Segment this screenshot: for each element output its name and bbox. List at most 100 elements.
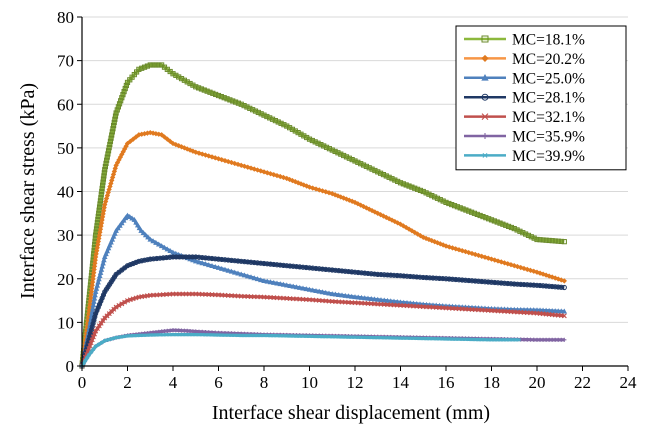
data-point	[109, 177, 115, 184]
data-point	[244, 104, 250, 110]
data-point	[100, 176, 107, 182]
data-point	[124, 140, 131, 147]
data-point	[98, 195, 104, 201]
data-point	[212, 263, 219, 269]
data-point	[323, 144, 330, 150]
data-point	[326, 146, 333, 152]
data-point	[251, 259, 257, 266]
data-point	[406, 183, 412, 189]
data-point	[384, 297, 391, 303]
data-point	[374, 296, 381, 302]
data-point	[449, 276, 456, 282]
data-point	[274, 262, 280, 268]
data-point	[91, 270, 97, 276]
data-point	[523, 231, 529, 237]
data-point	[248, 274, 254, 280]
legend-marker	[481, 35, 489, 43]
data-point	[381, 297, 388, 303]
data-point	[552, 238, 558, 244]
series-5	[79, 291, 567, 369]
data-point	[383, 173, 389, 179]
data-point	[546, 283, 552, 289]
data-point	[111, 168, 118, 175]
data-point	[247, 105, 253, 111]
legend-entry: MC=20.2%	[464, 51, 585, 68]
data-point	[150, 238, 156, 244]
data-point	[122, 299, 128, 305]
data-point	[225, 267, 232, 273]
data-point	[342, 268, 348, 274]
data-point	[377, 170, 384, 176]
data-point	[221, 95, 227, 101]
data-point	[514, 281, 521, 287]
data-point	[537, 270, 543, 276]
data-point	[205, 262, 212, 268]
data-point	[511, 281, 517, 287]
data-point	[87, 343, 93, 349]
data-point	[109, 132, 115, 138]
data-point	[338, 151, 344, 157]
data-point	[105, 151, 111, 157]
y-tick-label: 50	[57, 139, 74, 158]
data-point	[516, 338, 521, 342]
legend-entry: MC=25.0%	[464, 70, 585, 87]
data-point	[316, 288, 323, 294]
data-point	[562, 337, 567, 342]
x-tick-label: 22	[574, 373, 591, 392]
data-point	[460, 206, 466, 212]
data-point	[492, 279, 498, 286]
data-point	[270, 279, 277, 285]
data-point	[531, 282, 537, 288]
data-point	[198, 86, 205, 92]
data-point	[88, 295, 94, 301]
data-point	[511, 262, 517, 269]
data-point	[153, 239, 159, 245]
data-point	[488, 279, 495, 285]
data-point	[101, 208, 107, 214]
data-point	[228, 268, 235, 274]
data-point	[412, 185, 418, 191]
data-point	[133, 295, 139, 301]
data-point	[244, 273, 251, 279]
data-point	[323, 266, 329, 273]
data-point	[549, 283, 555, 290]
data-point	[99, 340, 104, 345]
data-point	[91, 263, 98, 270]
data-point	[267, 279, 274, 285]
data-point	[147, 62, 153, 68]
data-point	[145, 234, 151, 240]
data-point	[297, 264, 303, 270]
data-point	[173, 254, 179, 260]
data-point	[326, 290, 332, 296]
data-point	[238, 258, 244, 264]
legend-entry: MC=28.1%	[464, 90, 585, 107]
data-point	[326, 267, 332, 273]
data-point	[319, 289, 326, 295]
data-point	[420, 274, 426, 281]
series-3	[79, 212, 568, 369]
data-point	[329, 147, 335, 153]
data-point	[96, 210, 102, 216]
data-point	[102, 163, 108, 170]
data-point	[375, 169, 381, 175]
data-point	[339, 268, 345, 274]
data-point	[230, 98, 236, 104]
data-point	[176, 254, 183, 260]
legend: MC=18.1% MC=20.2% MC=25.0% MC=28.1% MC=32.1%…	[455, 25, 627, 171]
data-point	[95, 304, 101, 311]
data-point	[156, 62, 162, 68]
data-point	[449, 201, 455, 208]
data-point	[219, 256, 225, 263]
data-point	[113, 110, 119, 116]
data-point	[440, 198, 446, 204]
data-point	[241, 259, 248, 265]
data-point	[329, 291, 336, 297]
data-point	[531, 235, 537, 241]
data-point	[293, 284, 300, 290]
data-point	[471, 210, 478, 216]
data-point	[391, 298, 397, 304]
data-point	[283, 282, 290, 288]
data-point	[161, 134, 168, 140]
data-point	[167, 138, 173, 144]
data-point	[235, 270, 241, 276]
